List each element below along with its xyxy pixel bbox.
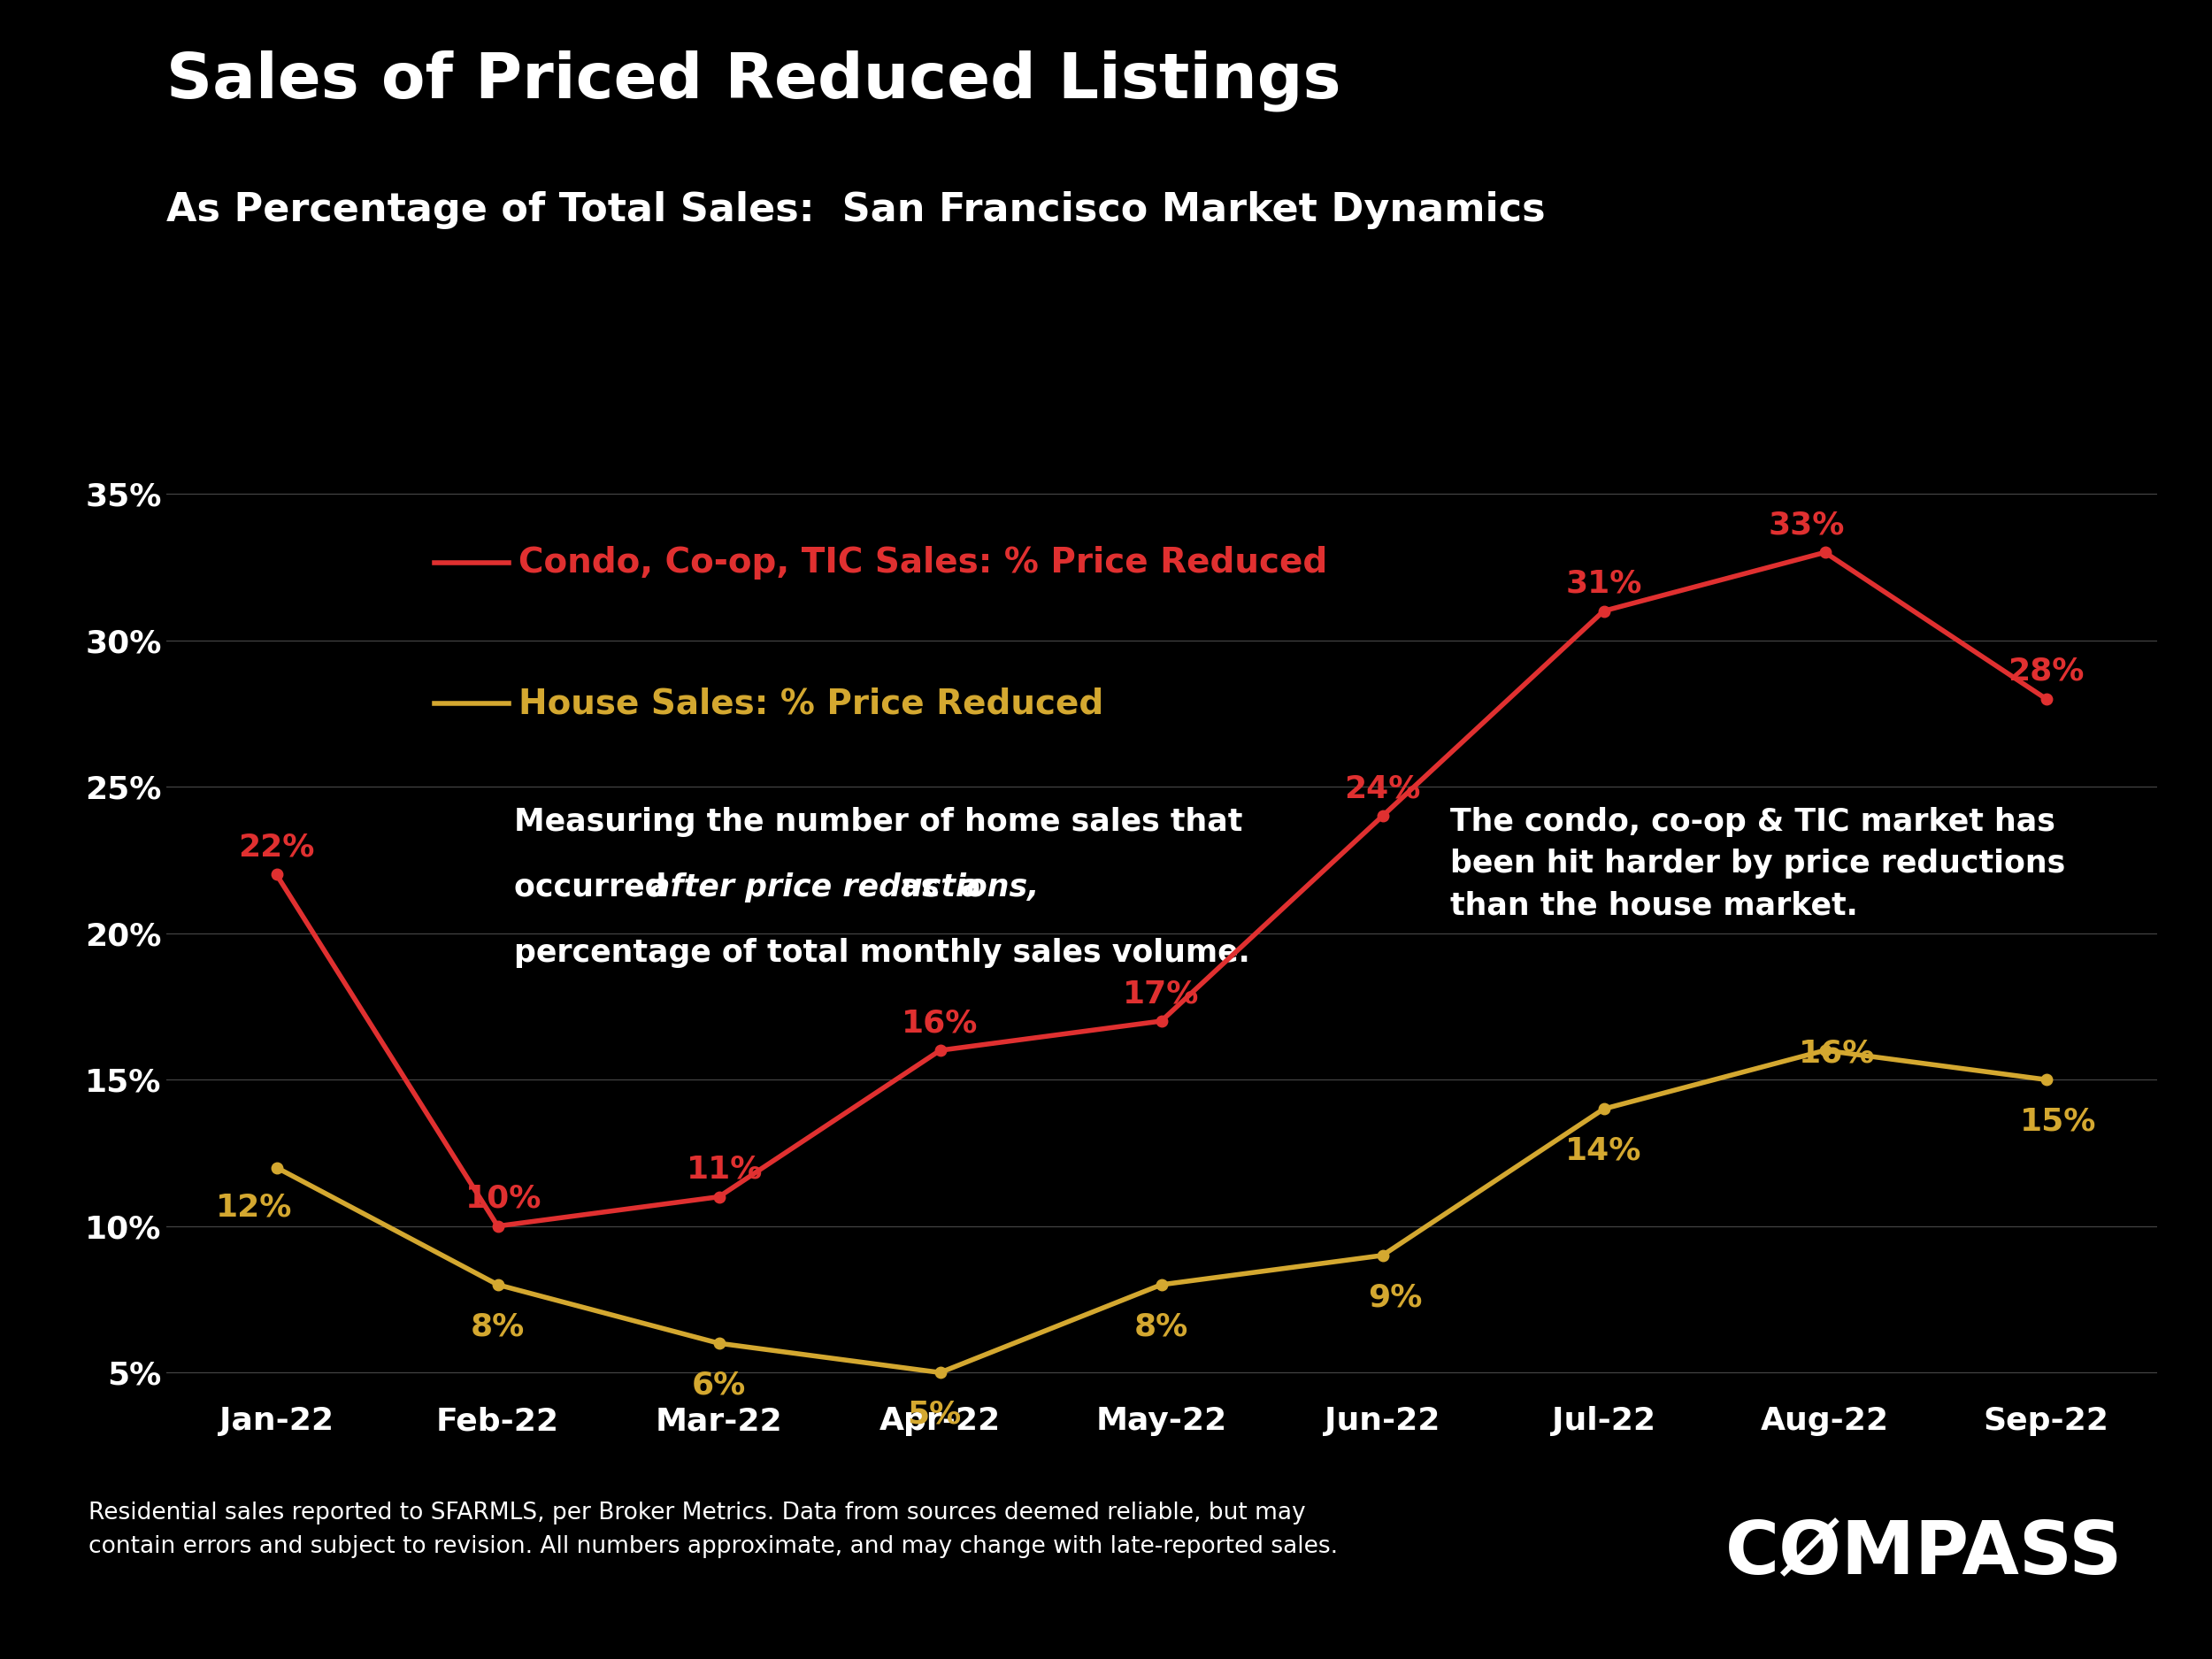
Text: as  a: as a — [878, 873, 982, 902]
Text: The condo, co-op & TIC market has
been hit harder by price reductions
than the h: The condo, co-op & TIC market has been h… — [1451, 806, 2066, 921]
Text: 5%: 5% — [907, 1400, 960, 1430]
Text: 12%: 12% — [217, 1193, 292, 1223]
Text: after price reductions,: after price reductions, — [650, 873, 1040, 902]
Text: 31%: 31% — [1566, 569, 1641, 599]
Text: 15%: 15% — [2020, 1107, 2097, 1136]
Text: 11%: 11% — [688, 1155, 763, 1185]
Text: House Sales: % Price Reduced: House Sales: % Price Reduced — [518, 687, 1104, 720]
Text: Measuring the number of home sales that: Measuring the number of home sales that — [513, 806, 1243, 836]
Text: 8%: 8% — [1135, 1312, 1188, 1342]
Text: Residential sales reported to SFARMLS, per Broker Metrics. Data from sources dee: Residential sales reported to SFARMLS, p… — [88, 1501, 1338, 1558]
Text: Condo, Co-op, TIC Sales: % Price Reduced: Condo, Co-op, TIC Sales: % Price Reduced — [518, 546, 1327, 579]
Text: percentage of total monthly sales volume.: percentage of total monthly sales volume… — [513, 937, 1250, 967]
Text: 24%: 24% — [1345, 773, 1420, 803]
Text: 17%: 17% — [1124, 979, 1199, 1009]
Text: 22%: 22% — [239, 833, 314, 863]
Text: As Percentage of Total Sales:  San Francisco Market Dynamics: As Percentage of Total Sales: San Franci… — [166, 191, 1544, 229]
Text: CØMPASS: CØMPASS — [1725, 1518, 2124, 1589]
Text: 16%: 16% — [902, 1009, 978, 1039]
Text: 28%: 28% — [2008, 657, 2084, 687]
Text: 10%: 10% — [467, 1185, 542, 1214]
Text: 6%: 6% — [692, 1370, 745, 1400]
Text: 16%: 16% — [1798, 1039, 1876, 1068]
Text: 8%: 8% — [471, 1312, 524, 1342]
Text: occurred: occurred — [513, 873, 688, 902]
Text: 9%: 9% — [1367, 1282, 1422, 1312]
Text: 14%: 14% — [1566, 1136, 1641, 1166]
Text: 33%: 33% — [1767, 509, 1845, 541]
Text: Sales of Priced Reduced Listings: Sales of Priced Reduced Listings — [166, 50, 1340, 111]
